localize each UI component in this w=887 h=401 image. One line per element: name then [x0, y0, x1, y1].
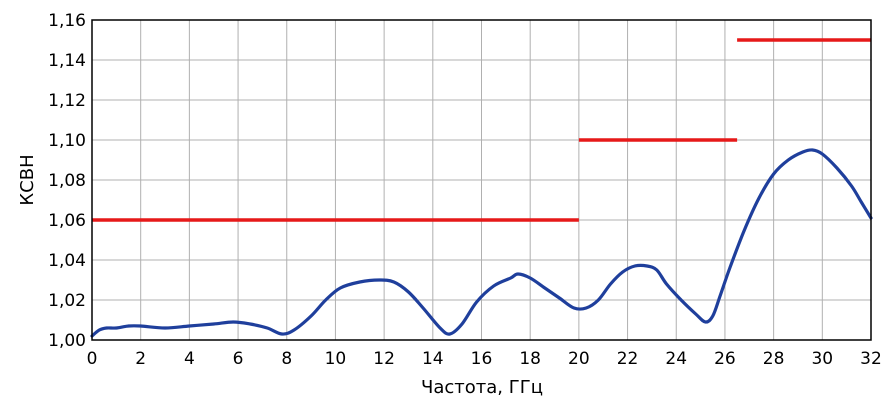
- x-tick-label: 20: [568, 349, 590, 369]
- x-axis-title: Частота, ГГц: [421, 377, 543, 398]
- x-tick-label: 12: [373, 349, 395, 369]
- y-tick-label: 1,00: [48, 331, 86, 351]
- x-tick-label: 2: [135, 349, 146, 369]
- y-tick-label: 1,02: [48, 291, 86, 311]
- x-tick-label: 26: [714, 349, 736, 369]
- plot-frame: [91, 19, 872, 341]
- x-tick-label: 16: [471, 349, 493, 369]
- x-tick-label: 24: [665, 349, 687, 369]
- x-tick-label: 30: [811, 349, 833, 369]
- grid: [91, 19, 872, 341]
- y-tick-label: 1,04: [48, 251, 86, 271]
- x-tick-label: 0: [87, 349, 98, 369]
- x-tick-label: 8: [281, 349, 292, 369]
- series-layer: [90, 38, 873, 338]
- tick-labels: 0 2 4 6 8 10 12 14 16 18 20 22 24 26 28 30 321,001,021,0…: [48, 11, 882, 369]
- y-tick-label: 1,08: [48, 171, 86, 191]
- y-tick-label: 1,10: [48, 131, 86, 151]
- y-axis-title: КСВН: [17, 154, 38, 205]
- x-tick-label: 32: [860, 349, 882, 369]
- x-tick-label: 18: [519, 349, 541, 369]
- vswr-series-line: [90, 148, 873, 338]
- x-tick-label: 28: [763, 349, 785, 369]
- x-tick-label: 22: [617, 349, 639, 369]
- y-tick-label: 1,06: [48, 211, 86, 231]
- x-tick-label: 10: [325, 349, 347, 369]
- x-tick-label: 6: [233, 349, 244, 369]
- x-tick-label: 4: [184, 349, 195, 369]
- y-tick-label: 1,16: [48, 11, 86, 31]
- y-tick-label: 1,12: [48, 91, 86, 111]
- x-tick-label: 14: [422, 349, 444, 369]
- y-tick-label: 1,14: [48, 51, 86, 71]
